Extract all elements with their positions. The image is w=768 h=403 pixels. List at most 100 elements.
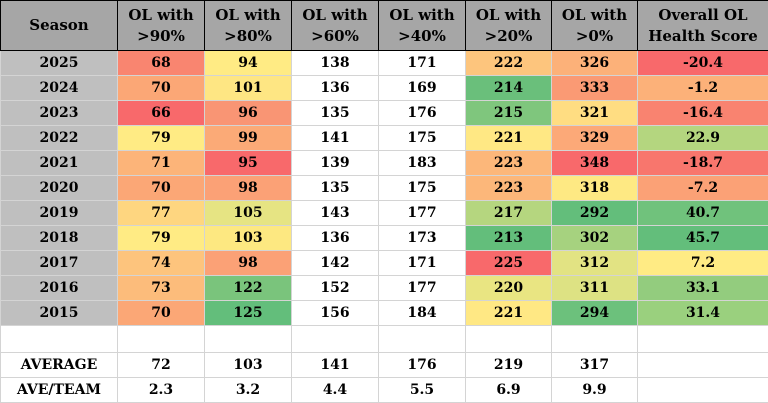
header-text: Overall OL bbox=[658, 5, 748, 24]
empty-cell bbox=[378, 325, 466, 353]
header-cell: OL with >40% bbox=[378, 0, 466, 51]
summary-value: 176 bbox=[378, 352, 466, 378]
value-cell: 98 bbox=[204, 250, 292, 276]
value-cell: 213 bbox=[465, 225, 552, 251]
value-cell: 31.4 bbox=[637, 300, 768, 326]
value-cell: 73 bbox=[117, 275, 205, 301]
empty-cell bbox=[637, 352, 768, 378]
value-cell: 138 bbox=[291, 50, 379, 76]
summary-value: 2.3 bbox=[117, 377, 205, 403]
value-cell: -7.2 bbox=[637, 175, 768, 201]
data-row: 2021 71 95 139 183 223 348 -18.7 bbox=[0, 150, 768, 176]
value-cell: 318 bbox=[551, 175, 638, 201]
spacer-row bbox=[0, 325, 768, 353]
value-cell: 122 bbox=[204, 275, 292, 301]
season-cell: 2022 bbox=[0, 125, 118, 151]
header-cell: OL with >0% bbox=[551, 0, 638, 51]
header-text: OL with bbox=[128, 5, 194, 24]
season-cell: 2020 bbox=[0, 175, 118, 201]
value-cell: 22.9 bbox=[637, 125, 768, 151]
header-text: OL with bbox=[302, 5, 368, 24]
header-cell: OL with >20% bbox=[465, 0, 552, 51]
value-cell: 292 bbox=[551, 200, 638, 226]
value-cell: 184 bbox=[378, 300, 466, 326]
value-cell: 333 bbox=[551, 75, 638, 101]
table-body: 2025 68 94 138 171 222 326 -20.4 2024 70 101 136 169… bbox=[0, 50, 768, 403]
empty-cell bbox=[637, 377, 768, 403]
header-text: OL with bbox=[389, 5, 455, 24]
value-cell: 171 bbox=[378, 250, 466, 276]
value-cell: 40.7 bbox=[637, 200, 768, 226]
empty-cell bbox=[0, 325, 118, 353]
data-row: 2022 79 99 141 175 221 329 22.9 bbox=[0, 125, 768, 151]
summary-value: 317 bbox=[551, 352, 638, 378]
data-row: 2019 77 105 143 177 217 292 40.7 bbox=[0, 200, 768, 226]
value-cell: 70 bbox=[117, 75, 205, 101]
value-cell: 101 bbox=[204, 75, 292, 101]
value-cell: 70 bbox=[117, 175, 205, 201]
summary-label: AVERAGE bbox=[0, 352, 118, 378]
empty-cell bbox=[291, 325, 379, 353]
value-cell: 171 bbox=[378, 50, 466, 76]
value-cell: 105 bbox=[204, 200, 292, 226]
value-cell: 96 bbox=[204, 100, 292, 126]
summary-row: AVE/TEAM 2.3 3.2 4.4 5.5 6.9 9.9 bbox=[0, 377, 768, 403]
header-row: Season OL with >90% OL with >80% OL with >60% O… bbox=[0, 0, 768, 51]
summary-value: 9.9 bbox=[551, 377, 638, 403]
value-cell: 7.2 bbox=[637, 250, 768, 276]
value-cell: 45.7 bbox=[637, 225, 768, 251]
value-cell: 136 bbox=[291, 75, 379, 101]
value-cell: 176 bbox=[378, 100, 466, 126]
data-row: 2020 70 98 135 175 223 318 -7.2 bbox=[0, 175, 768, 201]
value-cell: 139 bbox=[291, 150, 379, 176]
value-cell: 95 bbox=[204, 150, 292, 176]
value-cell: 311 bbox=[551, 275, 638, 301]
header-text: >20% bbox=[484, 26, 533, 45]
value-cell: 33.1 bbox=[637, 275, 768, 301]
season-cell: 2017 bbox=[0, 250, 118, 276]
value-cell: 136 bbox=[291, 225, 379, 251]
summary-label: AVE/TEAM bbox=[0, 377, 118, 403]
value-cell: 175 bbox=[378, 175, 466, 201]
value-cell: 79 bbox=[117, 125, 205, 151]
value-cell: 223 bbox=[465, 175, 552, 201]
value-cell: 70 bbox=[117, 300, 205, 326]
value-cell: 177 bbox=[378, 275, 466, 301]
value-cell: -20.4 bbox=[637, 50, 768, 76]
summary-value: 141 bbox=[291, 352, 379, 378]
data-row: 2024 70 101 136 169 214 333 -1.2 bbox=[0, 75, 768, 101]
season-cell: 2023 bbox=[0, 100, 118, 126]
header-text: OL with bbox=[475, 5, 542, 24]
header-text: Health Score bbox=[648, 26, 758, 45]
header-cell: OL with >80% bbox=[204, 0, 292, 51]
value-cell: 99 bbox=[204, 125, 292, 151]
value-cell: 156 bbox=[291, 300, 379, 326]
value-cell: 312 bbox=[551, 250, 638, 276]
header-text: >40% bbox=[398, 26, 446, 45]
value-cell: 77 bbox=[117, 200, 205, 226]
value-cell: 177 bbox=[378, 200, 466, 226]
data-row: 2015 70 125 156 184 221 294 31.4 bbox=[0, 300, 768, 326]
season-cell: 2019 bbox=[0, 200, 118, 226]
data-row: 2016 73 122 152 177 220 311 33.1 bbox=[0, 275, 768, 301]
data-row: 2025 68 94 138 171 222 326 -20.4 bbox=[0, 50, 768, 76]
value-cell: 294 bbox=[551, 300, 638, 326]
value-cell: 183 bbox=[378, 150, 466, 176]
value-cell: 66 bbox=[117, 100, 205, 126]
value-cell: 141 bbox=[291, 125, 379, 151]
summary-value: 3.2 bbox=[204, 377, 292, 403]
value-cell: 225 bbox=[465, 250, 552, 276]
value-cell: 98 bbox=[204, 175, 292, 201]
header-text: >60% bbox=[311, 26, 359, 45]
value-cell: 68 bbox=[117, 50, 205, 76]
value-cell: 222 bbox=[465, 50, 552, 76]
value-cell: 214 bbox=[465, 75, 552, 101]
value-cell: 125 bbox=[204, 300, 292, 326]
value-cell: 94 bbox=[204, 50, 292, 76]
value-cell: 220 bbox=[465, 275, 552, 301]
empty-cell bbox=[465, 325, 552, 353]
header-text: OL with bbox=[215, 5, 281, 24]
value-cell: 169 bbox=[378, 75, 466, 101]
